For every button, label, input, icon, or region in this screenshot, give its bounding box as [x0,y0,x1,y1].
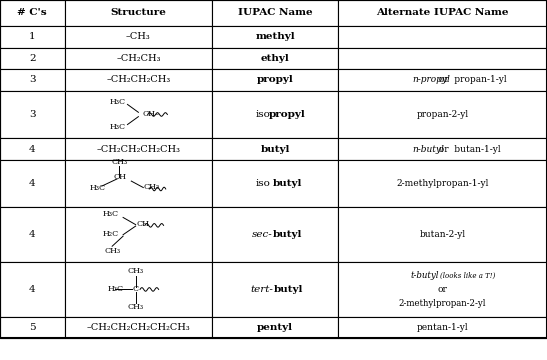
Text: –CH₂CH₂CH₃: –CH₂CH₂CH₃ [106,76,171,85]
Text: Structure: Structure [110,8,166,17]
Text: CH₃: CH₃ [104,247,120,255]
Bar [0,0,65,26]
Bar [65,262,212,317]
Bar [65,91,212,138]
Text: H₃C: H₃C [89,184,105,192]
Bar [212,160,338,207]
Bar [65,48,212,69]
Text: t-butyl: t-butyl [411,271,439,280]
Bar [65,0,212,26]
Bar [338,207,547,262]
Text: –CH₂CH₃: –CH₂CH₃ [116,54,161,63]
Bar [338,48,547,69]
Text: 4: 4 [29,145,36,153]
Bar [212,69,338,91]
Text: CH–: CH– [142,111,159,118]
Text: pentyl: pentyl [257,323,293,332]
Text: CH: CH [113,173,126,181]
Text: 2: 2 [29,54,36,63]
Text: –CH₂CH₂CH₂CH₃: –CH₂CH₂CH₂CH₃ [96,145,181,153]
Text: propyl: propyl [257,76,294,85]
Bar [338,91,547,138]
Bar [212,91,338,138]
Text: pentan-1-yl: pentan-1-yl [417,323,468,332]
Bar [0,317,65,338]
Text: sec-: sec- [252,230,272,239]
Text: butan-2-yl: butan-2-yl [420,230,465,239]
Bar [212,317,338,338]
Text: C: C [132,285,139,293]
Text: 2-methylpropan-2-yl: 2-methylpropan-2-yl [399,299,486,307]
Bar [65,317,212,338]
Bar [65,207,212,262]
Text: H₃C: H₃C [103,210,119,218]
Text: 1: 1 [29,32,36,41]
Text: IUPAC Name: IUPAC Name [238,8,312,17]
Bar [0,207,65,262]
Bar [338,69,547,91]
Bar [65,160,212,207]
Bar [0,26,65,48]
Text: H₂C: H₂C [103,230,119,238]
Text: CH₃: CH₃ [127,303,144,311]
Text: butyl: butyl [274,285,303,294]
Bar [212,48,338,69]
Text: tert-: tert- [251,285,274,294]
Text: butyl: butyl [260,145,290,153]
Text: iso: iso [255,110,271,119]
Bar [65,69,212,91]
Text: 3: 3 [29,76,36,85]
Text: iso: iso [255,179,271,188]
Bar [0,48,65,69]
Text: n-propyl: n-propyl [412,76,450,85]
Text: n-butyl: n-butyl [412,145,444,153]
Bar [0,160,65,207]
Text: or: or [438,285,447,294]
Bar [0,262,65,317]
Text: (looks like a T!): (looks like a T!) [440,272,495,280]
Bar [0,69,65,91]
Text: CH₂: CH₂ [143,183,160,191]
Text: or  propan-1-yl: or propan-1-yl [433,76,507,85]
Bar [212,138,338,160]
Text: butyl: butyl [272,179,302,188]
Bar [338,317,547,338]
Bar [338,138,547,160]
Text: butyl: butyl [272,230,302,239]
Text: CH₃: CH₃ [111,158,127,166]
Text: ethyl: ethyl [261,54,289,63]
Text: 4: 4 [29,285,36,294]
Bar [0,138,65,160]
Text: propyl: propyl [269,110,306,119]
Text: –CH₃: –CH₃ [126,32,151,41]
Bar [0,91,65,138]
Text: Alternate IUPAC Name: Alternate IUPAC Name [376,8,509,17]
Text: CH₃: CH₃ [127,267,144,275]
Text: CH: CH [136,220,149,228]
Bar [212,262,338,317]
Bar [212,0,338,26]
Text: 5: 5 [29,323,36,332]
Text: 2-methylpropan-1-yl: 2-methylpropan-1-yl [397,179,488,188]
Text: propan-2-yl: propan-2-yl [416,110,469,119]
Bar [212,207,338,262]
Bar [338,0,547,26]
Text: H₃C: H₃C [109,123,125,131]
Bar [338,26,547,48]
Text: H₃C: H₃C [109,98,125,105]
Bar [65,138,212,160]
Text: or  butan-1-yl: or butan-1-yl [433,145,501,153]
Text: # C's: # C's [18,8,47,17]
Text: methyl: methyl [255,32,295,41]
Text: 4: 4 [29,179,36,188]
Text: 4: 4 [29,230,36,239]
Bar [338,160,547,207]
Bar [212,26,338,48]
Bar [338,262,547,317]
Text: 3: 3 [29,110,36,119]
Bar [65,26,212,48]
Text: H₃C–: H₃C– [107,285,127,293]
Text: –CH₂CH₂CH₂CH₂CH₃: –CH₂CH₂CH₂CH₂CH₃ [86,323,190,332]
